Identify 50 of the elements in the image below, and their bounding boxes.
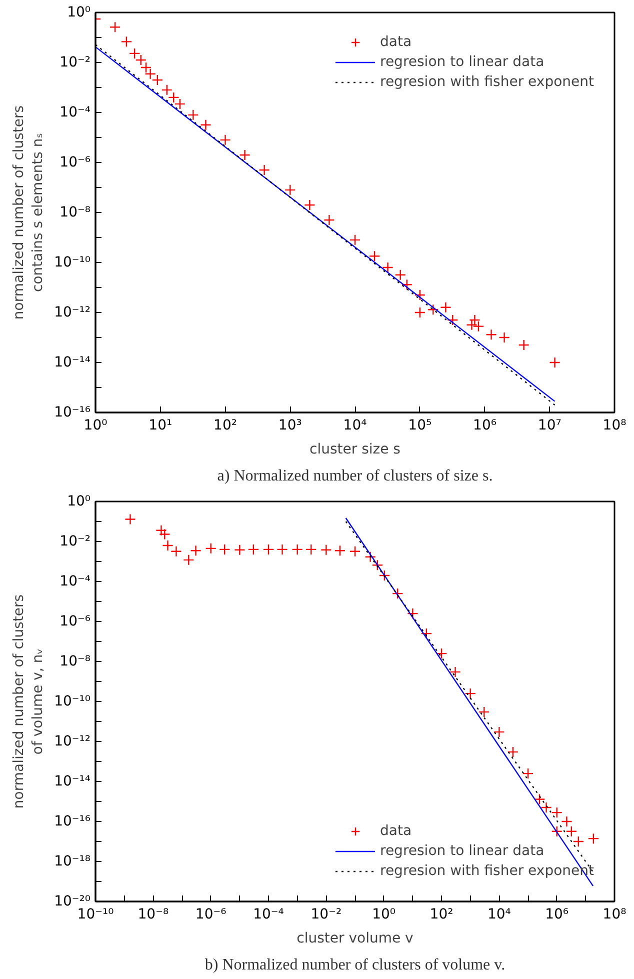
x-tick-label: 10⁻⁶ xyxy=(195,906,227,922)
x-tick-label: 10⁻⁴ xyxy=(253,906,284,922)
x-tick-label: 10⁶ xyxy=(473,418,497,434)
x-tick-label: 10⁻² xyxy=(310,906,342,922)
y-axis-title: normalized number of clusters contains s elements nₛ xyxy=(10,105,46,320)
x-tick-label: 10⁶ xyxy=(545,906,569,922)
text: a) Normalized number of clusters of size s. xyxy=(217,468,493,484)
x-tick-label: 10² xyxy=(214,418,237,434)
y-axis-title: normalized number of clusters of volume v, nᵥ xyxy=(10,594,46,809)
x-tick-label: 10¹ xyxy=(148,418,172,434)
y-tick-label: 10⁻⁸ xyxy=(60,654,91,670)
y-tick-label: 10⁻² xyxy=(60,54,91,70)
y-tick-label: 10⁻¹⁶ xyxy=(54,814,91,830)
text: b) Normalized number of clusters of volume v. xyxy=(204,956,506,974)
y-tick-label: 10⁻¹⁶ xyxy=(54,404,91,420)
x-tick-label: 10⁻¹⁰ xyxy=(77,906,114,922)
x-axis-title: cluster volume v xyxy=(296,930,414,946)
x-tick-label: 10⁸ xyxy=(602,906,627,922)
y-tick-label: 10⁰ xyxy=(67,4,91,20)
y-tick-label: 10⁻¹⁰ xyxy=(54,254,91,270)
y-tick-label: 10⁻⁸ xyxy=(60,204,91,220)
legend-label: data xyxy=(380,823,412,839)
x-tick-label: 10⁻⁸ xyxy=(138,906,169,922)
y-tick-label: 10⁰ xyxy=(67,494,91,510)
y-tick-label: 10⁻¹⁴ xyxy=(54,354,91,370)
y-tick-label: 10⁻⁴ xyxy=(60,574,91,590)
y-tick-label: 10⁻¹⁸ xyxy=(54,854,91,870)
legend-label: regresion with fisher exponent xyxy=(380,74,594,90)
y-tick-label: 10⁻² xyxy=(60,534,91,550)
y-tick-label: 10⁻⁶ xyxy=(60,614,91,630)
x-tick-label: 10⁵ xyxy=(408,418,432,434)
y-tick-label: 10⁻¹² xyxy=(54,734,91,750)
x-tick-label: 10⁷ xyxy=(538,418,562,434)
y-tick-label: 10⁻⁶ xyxy=(60,154,91,170)
x-tick-label: 10⁴ xyxy=(487,906,512,922)
x-axis-title: cluster size s xyxy=(310,442,400,458)
x-tick-label: 10⁸ xyxy=(602,418,627,434)
legend-label: regresion to linear data xyxy=(380,843,544,859)
y-tick-label: 10⁻²⁰ xyxy=(54,894,91,910)
x-tick-label: 10⁰ xyxy=(84,418,108,434)
legend-label: data xyxy=(380,34,412,50)
legend-label: regresion to linear data xyxy=(380,54,544,70)
x-tick-label: 10² xyxy=(430,906,454,922)
x-tick-label: 10³ xyxy=(278,418,302,434)
x-tick-label: 10⁰ xyxy=(372,906,396,922)
y-tick-label: 10⁻⁴ xyxy=(60,104,91,120)
y-tick-label: 10⁻¹⁴ xyxy=(54,774,91,790)
y-tick-label: 10⁻¹⁰ xyxy=(54,694,91,710)
x-tick-label: 10⁴ xyxy=(343,418,368,434)
y-tick-label: 10⁻¹² xyxy=(54,304,91,320)
